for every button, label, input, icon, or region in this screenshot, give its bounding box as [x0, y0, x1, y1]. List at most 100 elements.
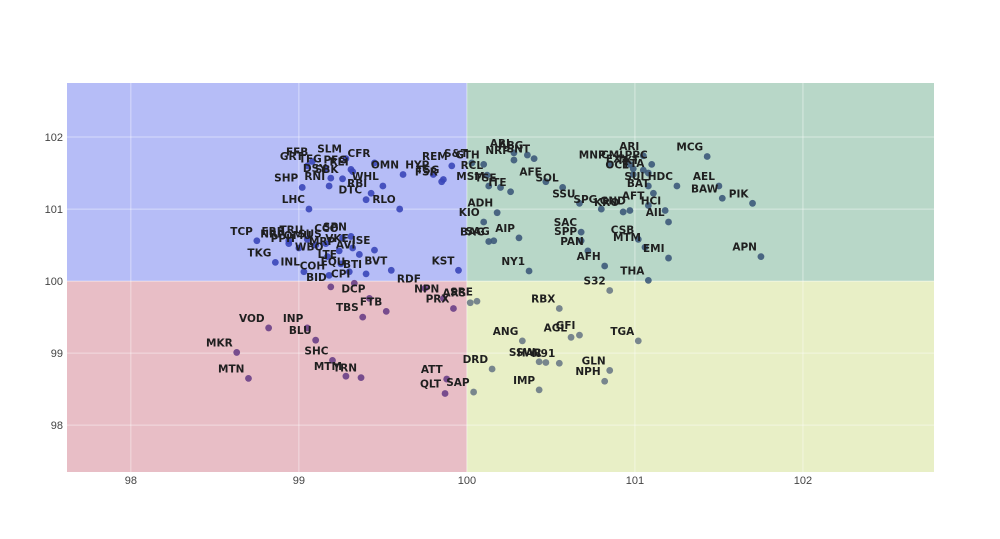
scatter-point — [648, 161, 656, 168]
point-label: HCI — [641, 196, 661, 208]
scatter-point — [448, 162, 456, 170]
point-label: AEL — [693, 171, 715, 183]
scatter-point — [493, 209, 501, 217]
scatter-point — [601, 377, 609, 385]
scatter-point — [339, 234, 346, 242]
point-label: AFH — [577, 251, 601, 263]
scatter-point — [396, 205, 404, 213]
scatter-point — [576, 199, 583, 207]
scatter-point — [339, 175, 346, 183]
point-label: TTA — [622, 158, 645, 170]
data-points — [233, 149, 765, 397]
scatter-point — [245, 374, 252, 382]
point-label: SAG — [465, 226, 489, 238]
x-tick-label: 102 — [794, 475, 812, 487]
point-label: RBI — [347, 178, 367, 190]
point-label: VOD — [239, 313, 265, 325]
scatter-point — [295, 244, 303, 252]
point-label: GRT — [280, 151, 304, 163]
point-label: BTI — [343, 259, 362, 271]
point-label: PAN — [560, 236, 584, 248]
scatter-point — [347, 233, 355, 240]
point-label: WHL — [352, 171, 379, 183]
scatter-point — [644, 202, 652, 209]
scatter-point — [322, 240, 330, 248]
scatter-point — [542, 359, 550, 366]
point-label: ITE — [488, 177, 506, 189]
point-label: FRR — [261, 226, 284, 238]
scatter-point — [597, 205, 605, 213]
scatter-point — [665, 254, 672, 262]
point-label: IMP — [513, 375, 535, 387]
point-label: BAW — [691, 183, 719, 195]
point-label: PIK — [729, 188, 750, 200]
scatter-point — [715, 182, 723, 190]
point-label: MTN — [218, 363, 244, 375]
scatter-point — [303, 324, 311, 332]
point-label: EXX — [606, 154, 629, 166]
y-tick-label: 100 — [45, 276, 63, 288]
y-tick-label: 98 — [51, 420, 63, 432]
point-label: PPC — [625, 149, 648, 161]
scatter-point — [473, 297, 481, 305]
point-label: MTM — [613, 232, 641, 244]
point-label: SHP — [274, 172, 298, 184]
point-label: RNI — [304, 171, 325, 183]
scatter-point — [468, 159, 476, 167]
scatter-point — [466, 299, 474, 307]
point-label: AGL — [544, 322, 568, 334]
scatter-point — [644, 169, 652, 177]
point-label: TRU — [279, 224, 303, 236]
point-label: APN — [732, 242, 757, 254]
scatter-point — [300, 268, 308, 276]
point-label: EMI — [643, 243, 665, 255]
scatter-point — [439, 294, 447, 302]
point-label: QLT — [420, 378, 442, 390]
scatter-point — [355, 251, 363, 258]
point-label: TSG — [416, 165, 439, 177]
point-label: TRN — [333, 363, 357, 375]
scatter-point — [584, 247, 592, 255]
point-label: TKG — [247, 247, 271, 259]
scatter-point — [438, 178, 446, 186]
scatter-point — [703, 153, 711, 160]
point-label: AFT — [622, 190, 645, 202]
point-label: SRE — [450, 286, 473, 298]
scatter-point — [312, 241, 320, 249]
scatter-point — [455, 266, 462, 274]
x-tick-label: 98 — [125, 475, 137, 487]
scatter-point — [535, 386, 543, 394]
scatter-point — [387, 266, 395, 274]
point-label: PFG — [323, 154, 347, 166]
scatter-point — [325, 182, 333, 190]
point-label: TSE — [475, 172, 497, 184]
scatter-point — [349, 244, 357, 252]
scatter-point — [749, 199, 756, 207]
scatter-point — [523, 151, 531, 159]
scatter-point — [285, 240, 293, 248]
point-label: NPH — [575, 366, 600, 378]
scatter-point — [366, 294, 373, 302]
scatter-point — [371, 159, 378, 167]
x-tick-label: 99 — [293, 475, 305, 487]
point-label: FTB — [360, 296, 382, 308]
point-label: BVT — [364, 255, 388, 267]
scatter-point — [308, 158, 316, 165]
y-tick-label: 102 — [45, 132, 63, 144]
point-label: CFR — [348, 148, 371, 160]
point-label: MSM — [456, 171, 484, 183]
point-label: SBK — [315, 164, 340, 176]
point-label: REM — [422, 151, 448, 163]
x-axis-ticks: 98 99 100 101 102 — [125, 475, 812, 487]
quadrant-bottom-left — [67, 281, 467, 472]
point-label: KST — [432, 255, 456, 267]
scatter-point — [350, 279, 358, 287]
scatter-point — [650, 189, 657, 197]
scatter-point — [303, 235, 311, 243]
scatter-point — [530, 155, 538, 163]
scatter-point — [576, 331, 583, 339]
scatter-point — [634, 235, 642, 243]
scatter-point — [324, 253, 331, 261]
point-label: GFI — [556, 320, 576, 332]
point-label: INL — [281, 257, 301, 269]
